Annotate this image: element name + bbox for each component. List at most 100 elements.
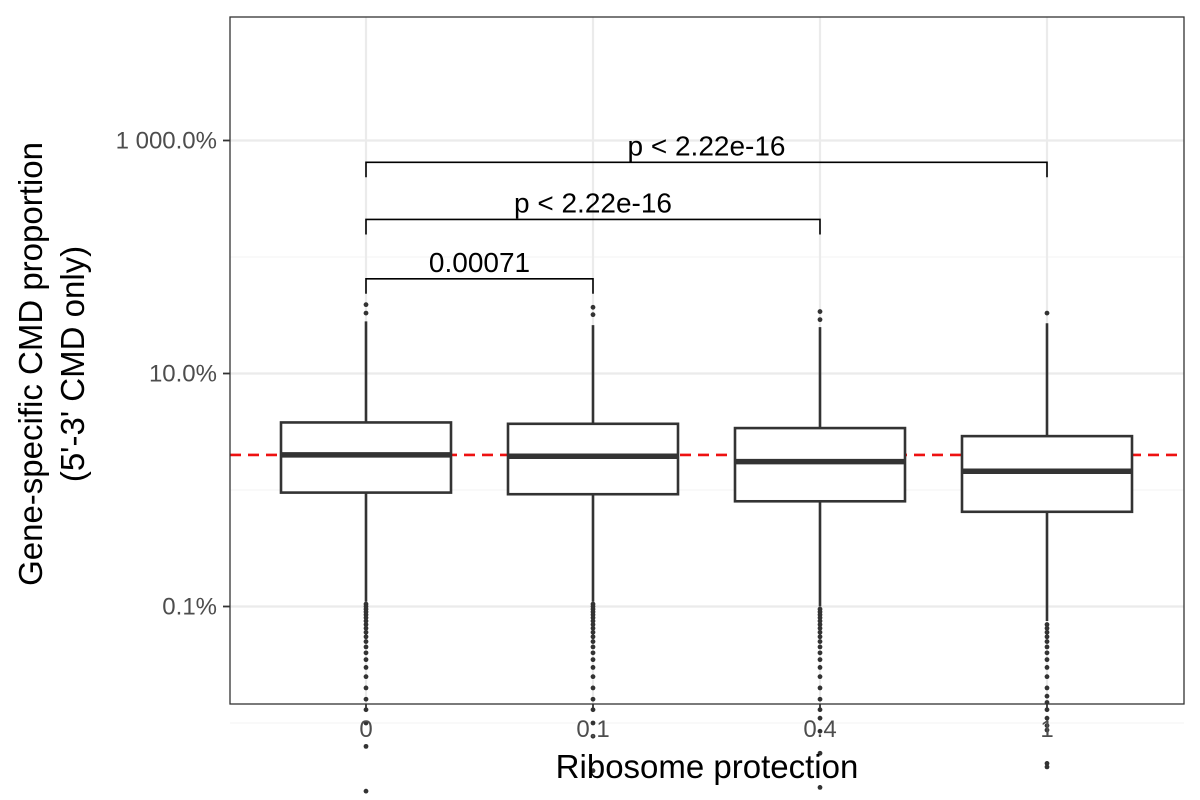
y-tick-label: 10.0%	[149, 361, 217, 388]
outlier-point	[1044, 674, 1050, 680]
outlier-point	[1044, 644, 1050, 650]
outlier-point	[590, 733, 596, 739]
outlier-point	[817, 317, 823, 323]
comparison-label: p < 2.22e-16	[627, 130, 785, 161]
outlier-point	[1044, 764, 1050, 770]
outlier-point	[817, 650, 823, 656]
y-tick-label: 0.1%	[162, 594, 217, 621]
outlier-point	[590, 634, 596, 640]
x-tick-label: 0	[359, 716, 372, 743]
comparison-label: p < 2.22e-16	[514, 187, 672, 218]
outlier-point	[817, 657, 823, 663]
outlier-point	[363, 720, 369, 726]
outlier-point	[1044, 723, 1050, 728]
outlier-point	[1044, 650, 1050, 656]
y-axis-title-line-1: Gene-specific CMD proportion	[12, 142, 49, 586]
outlier-point	[817, 625, 823, 631]
x-tick-label: 0.1	[576, 716, 609, 743]
box-iqr	[506, 422, 680, 496]
outlier-point	[590, 674, 596, 680]
outlier-point	[363, 622, 369, 627]
outlier-point	[590, 625, 596, 631]
outlier-point	[363, 634, 369, 640]
box-group-0-4	[733, 309, 907, 790]
outlier-point	[1044, 625, 1050, 631]
outlier-point	[590, 696, 596, 702]
outlier-point	[590, 665, 596, 670]
outlier-point	[817, 634, 823, 640]
outlier-point	[363, 685, 369, 691]
box-group-1	[960, 310, 1134, 770]
outlier-point	[817, 629, 823, 635]
box-group-0	[279, 302, 453, 794]
x-tick-label: 1	[1040, 716, 1053, 743]
outlier-point	[363, 310, 369, 316]
panel-border	[229, 16, 1185, 705]
box-layer	[279, 302, 1134, 794]
outlier-point	[1044, 639, 1050, 644]
comparison-bracket: p < 2.22e-16	[365, 130, 1048, 178]
outlier-point	[590, 304, 596, 310]
outlier-point	[817, 639, 823, 644]
bracket-line	[365, 218, 821, 235]
outlier-point	[1044, 727, 1050, 733]
y-tick-label: 1 000.0%	[116, 128, 217, 155]
outlier-point	[363, 650, 369, 656]
box-iqr	[733, 426, 907, 503]
bracket-line	[365, 277, 594, 294]
outlier-point	[817, 728, 823, 734]
y-axis-title: Gene-specific CMD proportion (5'-3' CMD …	[12, 142, 91, 586]
outlier-point	[590, 768, 596, 774]
outlier-point	[1044, 657, 1050, 663]
outlier-point	[1044, 685, 1050, 691]
outlier-point	[817, 750, 823, 756]
outlier-point	[363, 743, 369, 749]
x-tick-label: 0.4	[803, 716, 836, 743]
outlier-point	[363, 302, 369, 308]
significance-brackets: 0.00071 p < 2.22e-16 p < 2.22e-16	[365, 130, 1048, 294]
outlier-point	[1044, 310, 1050, 316]
outlier-point	[1044, 622, 1050, 627]
outlier-point	[363, 618, 369, 624]
outlier-point	[363, 629, 369, 635]
outlier-point	[590, 685, 596, 691]
outlier-point	[1044, 761, 1050, 766]
outlier-point	[590, 618, 596, 624]
outlier-point	[817, 309, 823, 314]
outlier-point	[1044, 634, 1050, 640]
comparison-label: 0.00071	[429, 247, 530, 278]
outlier-point	[590, 644, 596, 650]
outlier-point	[817, 674, 823, 680]
outlier-point	[590, 650, 596, 656]
outlier-point	[817, 785, 823, 790]
outlier-point	[590, 657, 596, 663]
outlier-point	[590, 629, 596, 635]
y-axis-title-line-2: (5'-3' CMD only)	[54, 246, 91, 482]
outlier-point	[590, 720, 596, 726]
outlier-point	[363, 639, 369, 644]
outlier-point	[1044, 629, 1050, 635]
outlier-point	[817, 665, 823, 670]
comparison-bracket: 0.00071	[365, 247, 594, 294]
outlier-point	[1044, 715, 1050, 721]
outlier-point	[590, 622, 596, 627]
outlier-point	[817, 696, 823, 702]
axes: 1 000.0% 10.0% 0.1% 0 0.1 0.4 1	[116, 128, 1054, 744]
bracket-line	[365, 161, 1048, 178]
outlier-point	[817, 618, 823, 624]
outlier-point	[363, 644, 369, 650]
x-axis-title: Ribosome protection	[556, 748, 859, 785]
outlier-point	[363, 674, 369, 680]
outlier-point	[363, 657, 369, 663]
outlier-point	[590, 639, 596, 644]
box-group-0-1	[506, 304, 680, 774]
outlier-point	[590, 312, 596, 318]
outlier-point	[817, 715, 823, 721]
outlier-point	[1044, 665, 1050, 670]
comparison-bracket: p < 2.22e-16	[365, 187, 821, 235]
outlier-point	[363, 696, 369, 702]
outlier-point	[817, 685, 823, 691]
outlier-point	[1044, 693, 1050, 699]
